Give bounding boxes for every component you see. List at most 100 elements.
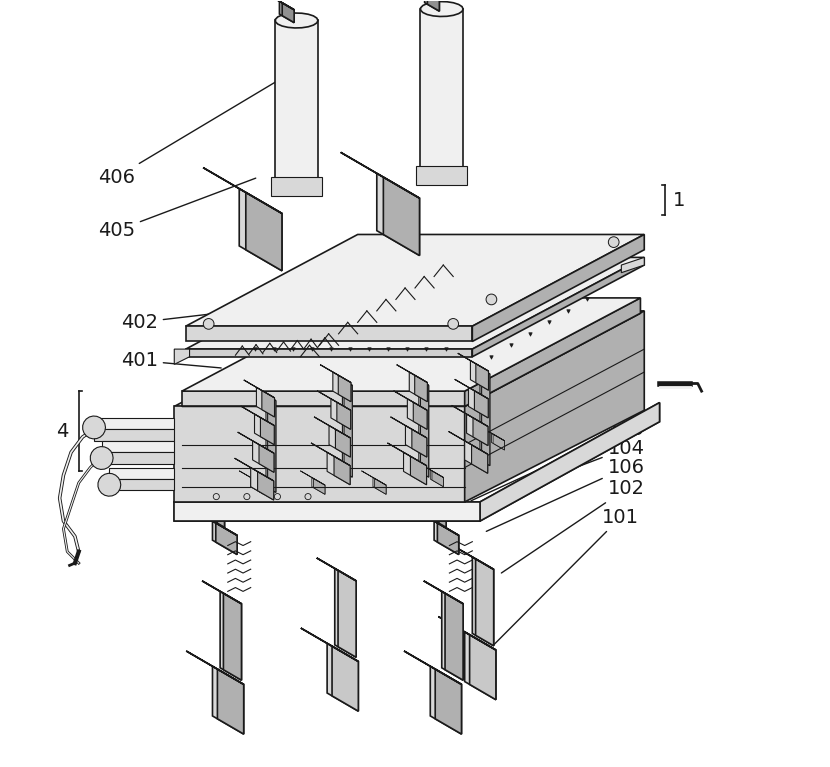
Polygon shape <box>409 372 427 402</box>
Polygon shape <box>343 380 352 477</box>
Polygon shape <box>454 546 494 569</box>
Text: 105: 105 <box>471 420 645 501</box>
Text: 106: 106 <box>486 458 645 532</box>
Polygon shape <box>438 509 447 528</box>
Polygon shape <box>437 523 459 555</box>
Polygon shape <box>622 258 644 273</box>
Polygon shape <box>472 235 644 341</box>
Polygon shape <box>191 509 237 535</box>
Polygon shape <box>174 349 189 364</box>
Polygon shape <box>388 443 427 466</box>
Polygon shape <box>445 594 463 680</box>
Circle shape <box>608 237 619 248</box>
Polygon shape <box>403 453 427 485</box>
Polygon shape <box>217 509 225 528</box>
Polygon shape <box>439 509 447 528</box>
Polygon shape <box>320 364 351 383</box>
Polygon shape <box>465 632 496 700</box>
Polygon shape <box>241 406 274 426</box>
Circle shape <box>486 294 497 304</box>
Polygon shape <box>408 399 427 430</box>
Polygon shape <box>327 644 359 711</box>
Polygon shape <box>257 472 274 500</box>
Polygon shape <box>476 364 489 390</box>
Polygon shape <box>246 193 282 271</box>
Polygon shape <box>186 326 472 341</box>
Polygon shape <box>83 416 105 439</box>
Polygon shape <box>217 509 225 528</box>
Polygon shape <box>473 418 488 446</box>
Polygon shape <box>476 559 494 646</box>
Polygon shape <box>239 189 282 271</box>
Polygon shape <box>397 364 427 383</box>
Polygon shape <box>390 416 427 438</box>
Polygon shape <box>465 336 629 403</box>
Polygon shape <box>416 166 467 185</box>
Polygon shape <box>311 443 350 466</box>
Polygon shape <box>430 667 461 734</box>
Polygon shape <box>258 390 276 400</box>
Polygon shape <box>481 369 490 466</box>
Polygon shape <box>312 478 325 494</box>
Polygon shape <box>271 177 322 196</box>
Polygon shape <box>455 380 488 399</box>
Text: 401: 401 <box>121 351 221 370</box>
Polygon shape <box>448 432 488 454</box>
Polygon shape <box>334 375 352 385</box>
Polygon shape <box>251 478 264 494</box>
Polygon shape <box>276 13 318 28</box>
Polygon shape <box>432 471 443 487</box>
Polygon shape <box>174 403 660 521</box>
Polygon shape <box>435 669 461 734</box>
Polygon shape <box>434 521 459 555</box>
Polygon shape <box>373 478 386 494</box>
Text: 1: 1 <box>672 190 685 209</box>
Polygon shape <box>425 0 439 12</box>
Polygon shape <box>344 380 352 477</box>
Polygon shape <box>465 359 629 426</box>
Polygon shape <box>314 479 325 494</box>
Polygon shape <box>413 509 459 535</box>
Polygon shape <box>465 382 629 449</box>
Polygon shape <box>252 441 274 472</box>
Polygon shape <box>276 21 318 189</box>
Polygon shape <box>186 235 644 326</box>
Polygon shape <box>334 456 350 485</box>
Polygon shape <box>251 468 274 500</box>
Polygon shape <box>223 594 242 680</box>
Polygon shape <box>261 390 275 417</box>
Text: 104: 104 <box>467 439 645 509</box>
Text: 102: 102 <box>501 479 645 573</box>
Polygon shape <box>239 471 264 486</box>
Polygon shape <box>280 2 294 23</box>
Polygon shape <box>465 441 488 473</box>
Polygon shape <box>472 557 494 646</box>
Polygon shape <box>383 177 419 255</box>
Polygon shape <box>212 521 237 555</box>
Polygon shape <box>282 3 294 23</box>
Polygon shape <box>267 396 276 492</box>
Polygon shape <box>182 298 641 391</box>
Polygon shape <box>174 502 480 521</box>
Polygon shape <box>480 426 505 441</box>
Polygon shape <box>267 0 294 10</box>
Polygon shape <box>472 258 644 357</box>
Circle shape <box>275 493 281 499</box>
Polygon shape <box>421 2 463 17</box>
Circle shape <box>305 493 311 499</box>
Polygon shape <box>101 453 174 464</box>
Polygon shape <box>235 458 274 481</box>
Circle shape <box>448 318 458 329</box>
Polygon shape <box>438 617 496 650</box>
Polygon shape <box>317 390 350 410</box>
Polygon shape <box>335 430 350 457</box>
Polygon shape <box>430 470 443 487</box>
Polygon shape <box>110 468 174 479</box>
Polygon shape <box>203 168 282 213</box>
Polygon shape <box>427 0 439 12</box>
Polygon shape <box>217 669 244 734</box>
Polygon shape <box>201 474 430 483</box>
Polygon shape <box>266 395 276 492</box>
Polygon shape <box>209 505 225 514</box>
Circle shape <box>203 318 214 329</box>
